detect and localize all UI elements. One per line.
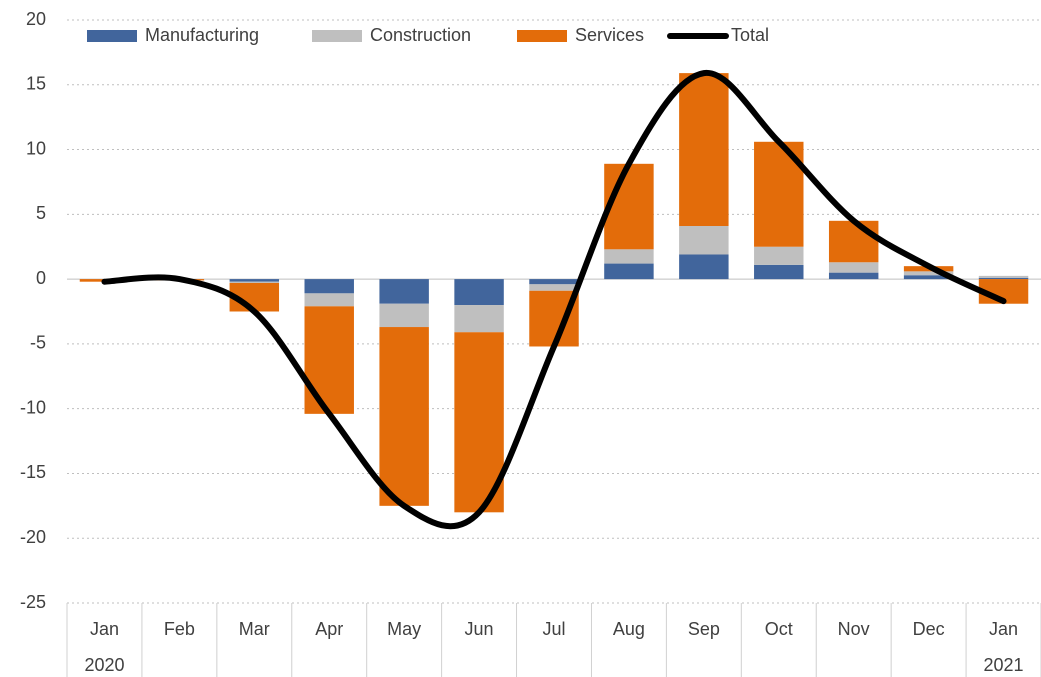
bar-segment: [679, 254, 729, 280]
bar-segment: [828, 262, 879, 273]
legend-swatch: [517, 30, 567, 42]
bar-segment: [978, 277, 1029, 280]
bar-segment: [679, 73, 729, 226]
bar-segment: [754, 246, 804, 265]
x-tick-label: Dec: [913, 619, 945, 639]
bar-segment: [304, 279, 354, 294]
bar-segment: [828, 220, 879, 263]
legend-label: Services: [575, 25, 644, 45]
year-label: 2020: [84, 655, 124, 675]
year-label: 2021: [984, 655, 1024, 675]
bar-segment: [304, 293, 354, 307]
bar-segment: [604, 263, 654, 280]
y-tick-label: -15: [20, 462, 46, 482]
bar-segment: [454, 305, 504, 333]
bar-segment: [604, 163, 654, 250]
bar-segment: [529, 279, 579, 285]
bar-segment: [379, 327, 429, 506]
x-tick-label: May: [387, 619, 421, 639]
x-tick-label: Apr: [315, 619, 343, 639]
x-tick-label: Feb: [164, 619, 195, 639]
legend-swatch: [312, 30, 362, 42]
x-tick-label: Aug: [613, 619, 645, 639]
bar-segment: [978, 275, 1029, 278]
y-tick-label: -25: [20, 592, 46, 612]
y-tick-label: -20: [20, 527, 46, 547]
legend-swatch: [87, 30, 137, 42]
y-tick-label: 20: [26, 9, 46, 29]
bar-segment: [379, 279, 429, 304]
x-tick-label: Jan: [90, 619, 119, 639]
x-tick-label: Jul: [542, 619, 565, 639]
bar-segment: [304, 306, 354, 414]
bar-segment: [379, 303, 429, 328]
legend-label: Manufacturing: [145, 25, 259, 45]
y-tick-label: -10: [20, 397, 46, 417]
bar-segment: [454, 279, 504, 306]
y-tick-label: -5: [30, 333, 46, 353]
bar-segment: [903, 275, 954, 280]
x-tick-label: Nov: [838, 619, 870, 639]
bar-segment: [229, 279, 280, 282]
bar-segment: [903, 271, 954, 276]
y-tick-label: 5: [36, 203, 46, 223]
y-tick-label: 0: [36, 268, 46, 288]
legend-label: Construction: [370, 25, 471, 45]
bar-segment: [529, 284, 579, 291]
x-tick-label: Jun: [465, 619, 494, 639]
bar-segment: [828, 272, 879, 280]
x-tick-label: Jan: [989, 619, 1018, 639]
x-tick-label: Mar: [239, 619, 270, 639]
y-tick-label: 10: [26, 138, 46, 158]
legend-label: Total: [731, 25, 769, 45]
bar-segment: [229, 281, 280, 283]
y-tick-label: 15: [26, 74, 46, 94]
x-tick-label: Oct: [765, 619, 793, 639]
bar-segment: [679, 225, 729, 255]
total-line: [101, 70, 1007, 530]
x-tick-label: Sep: [688, 619, 720, 639]
bar-segment: [604, 249, 654, 264]
bar-segment: [754, 264, 804, 280]
